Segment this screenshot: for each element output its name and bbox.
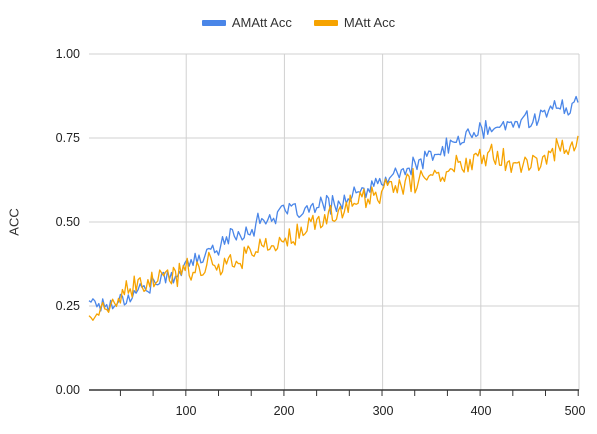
x-tick-label: 200 [273,404,295,418]
series-line-amatt [88,95,579,313]
legend-label-matt: MAtt Acc [343,15,396,30]
x-tick-label: 100 [175,404,197,418]
x-tick-label: 500 [564,404,586,418]
x-tick-label: 300 [372,404,394,418]
y-tick-label: 0.75 [55,131,80,145]
legend-label-amatt: AMAtt Acc [231,15,292,30]
y-tick-label: 0.50 [55,215,80,229]
series-line-matt [88,135,579,321]
legend-swatch-amatt [201,19,226,26]
x-tick-label: 400 [470,404,492,418]
chart-legend: AMAtt Acc MAtt Acc [0,15,597,30]
legend-item-matt[interactable]: MAtt Acc [313,15,396,30]
y-tick-label: 1.00 [55,47,80,61]
y-tick-label: 0.25 [55,299,80,313]
legend-swatch-matt [313,19,338,26]
y-tick-label: 0.00 [55,383,80,397]
legend-item-amatt[interactable]: AMAtt Acc [201,15,292,30]
